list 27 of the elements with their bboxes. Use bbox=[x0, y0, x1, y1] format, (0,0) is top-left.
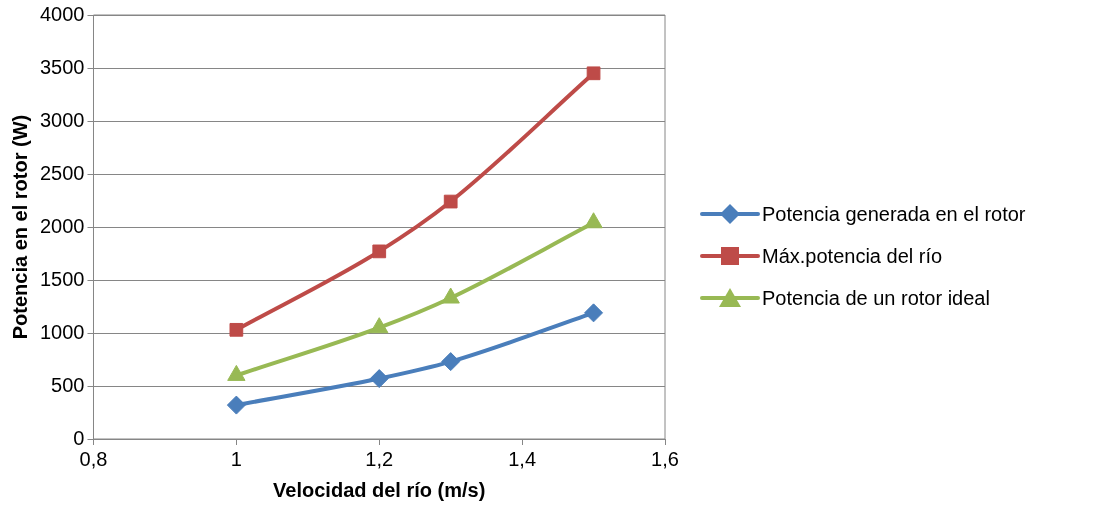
x-axis-title: Velocidad del río (m/s) bbox=[273, 478, 486, 501]
x-tick-label: 1,2 bbox=[365, 447, 394, 470]
point bbox=[372, 244, 387, 259]
legend-label: Potencia generada en el rotor bbox=[762, 202, 1026, 227]
point bbox=[229, 322, 244, 337]
x-tick-label: 0,8 bbox=[79, 447, 108, 470]
y-tick-label: 500 bbox=[51, 373, 85, 396]
point bbox=[443, 194, 458, 209]
point bbox=[369, 369, 389, 389]
y-tick-label: 4000 bbox=[39, 2, 85, 25]
y-tick-label: 0 bbox=[73, 426, 85, 449]
y-tick-label: 3500 bbox=[39, 55, 85, 78]
x-tick-label: 1,6 bbox=[651, 447, 679, 470]
point bbox=[584, 303, 604, 323]
legend-label: Máx.potencia del río bbox=[762, 244, 943, 269]
x-tick-label: 1 bbox=[230, 447, 242, 470]
y-tick-label: 3000 bbox=[39, 108, 85, 131]
y-tick-label: 2500 bbox=[39, 161, 85, 184]
y-tick-label: 1000 bbox=[39, 320, 85, 343]
y-tick-label: 2000 bbox=[39, 214, 85, 237]
point bbox=[441, 352, 461, 372]
y-tick-label: 1500 bbox=[39, 267, 85, 290]
x-tick-label: 1,4 bbox=[508, 447, 537, 470]
point bbox=[586, 66, 601, 81]
legend-label: Potencia de un rotor ideal bbox=[762, 286, 990, 311]
point bbox=[226, 395, 246, 415]
y-axis-title: Potencia en el rotor (W) bbox=[8, 114, 31, 340]
